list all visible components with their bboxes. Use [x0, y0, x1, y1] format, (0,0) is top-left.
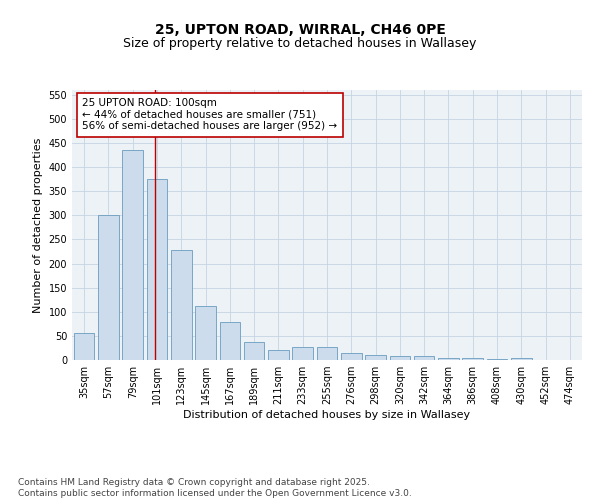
Bar — [74, 332, 94, 360]
Bar — [146, 179, 167, 360]
X-axis label: Distribution of detached houses by size in Wallasey: Distribution of detached houses by size … — [184, 410, 470, 420]
Bar — [317, 347, 337, 360]
Bar — [292, 347, 313, 360]
Bar — [341, 353, 362, 360]
Bar — [389, 356, 410, 360]
Bar — [365, 355, 386, 360]
Text: 25 UPTON ROAD: 100sqm
← 44% of detached houses are smaller (751)
56% of semi-det: 25 UPTON ROAD: 100sqm ← 44% of detached … — [82, 98, 337, 132]
Bar — [195, 306, 216, 360]
Bar — [463, 358, 483, 360]
Text: Contains HM Land Registry data © Crown copyright and database right 2025.
Contai: Contains HM Land Registry data © Crown c… — [18, 478, 412, 498]
Bar — [487, 359, 508, 360]
Bar — [98, 216, 119, 360]
Bar — [511, 358, 532, 360]
Bar — [244, 342, 265, 360]
Bar — [122, 150, 143, 360]
Bar — [414, 356, 434, 360]
Text: Size of property relative to detached houses in Wallasey: Size of property relative to detached ho… — [124, 38, 476, 51]
Bar — [171, 250, 191, 360]
Bar — [268, 350, 289, 360]
Text: 25, UPTON ROAD, WIRRAL, CH46 0PE: 25, UPTON ROAD, WIRRAL, CH46 0PE — [155, 22, 445, 36]
Bar — [438, 358, 459, 360]
Y-axis label: Number of detached properties: Number of detached properties — [33, 138, 43, 312]
Bar — [220, 322, 240, 360]
